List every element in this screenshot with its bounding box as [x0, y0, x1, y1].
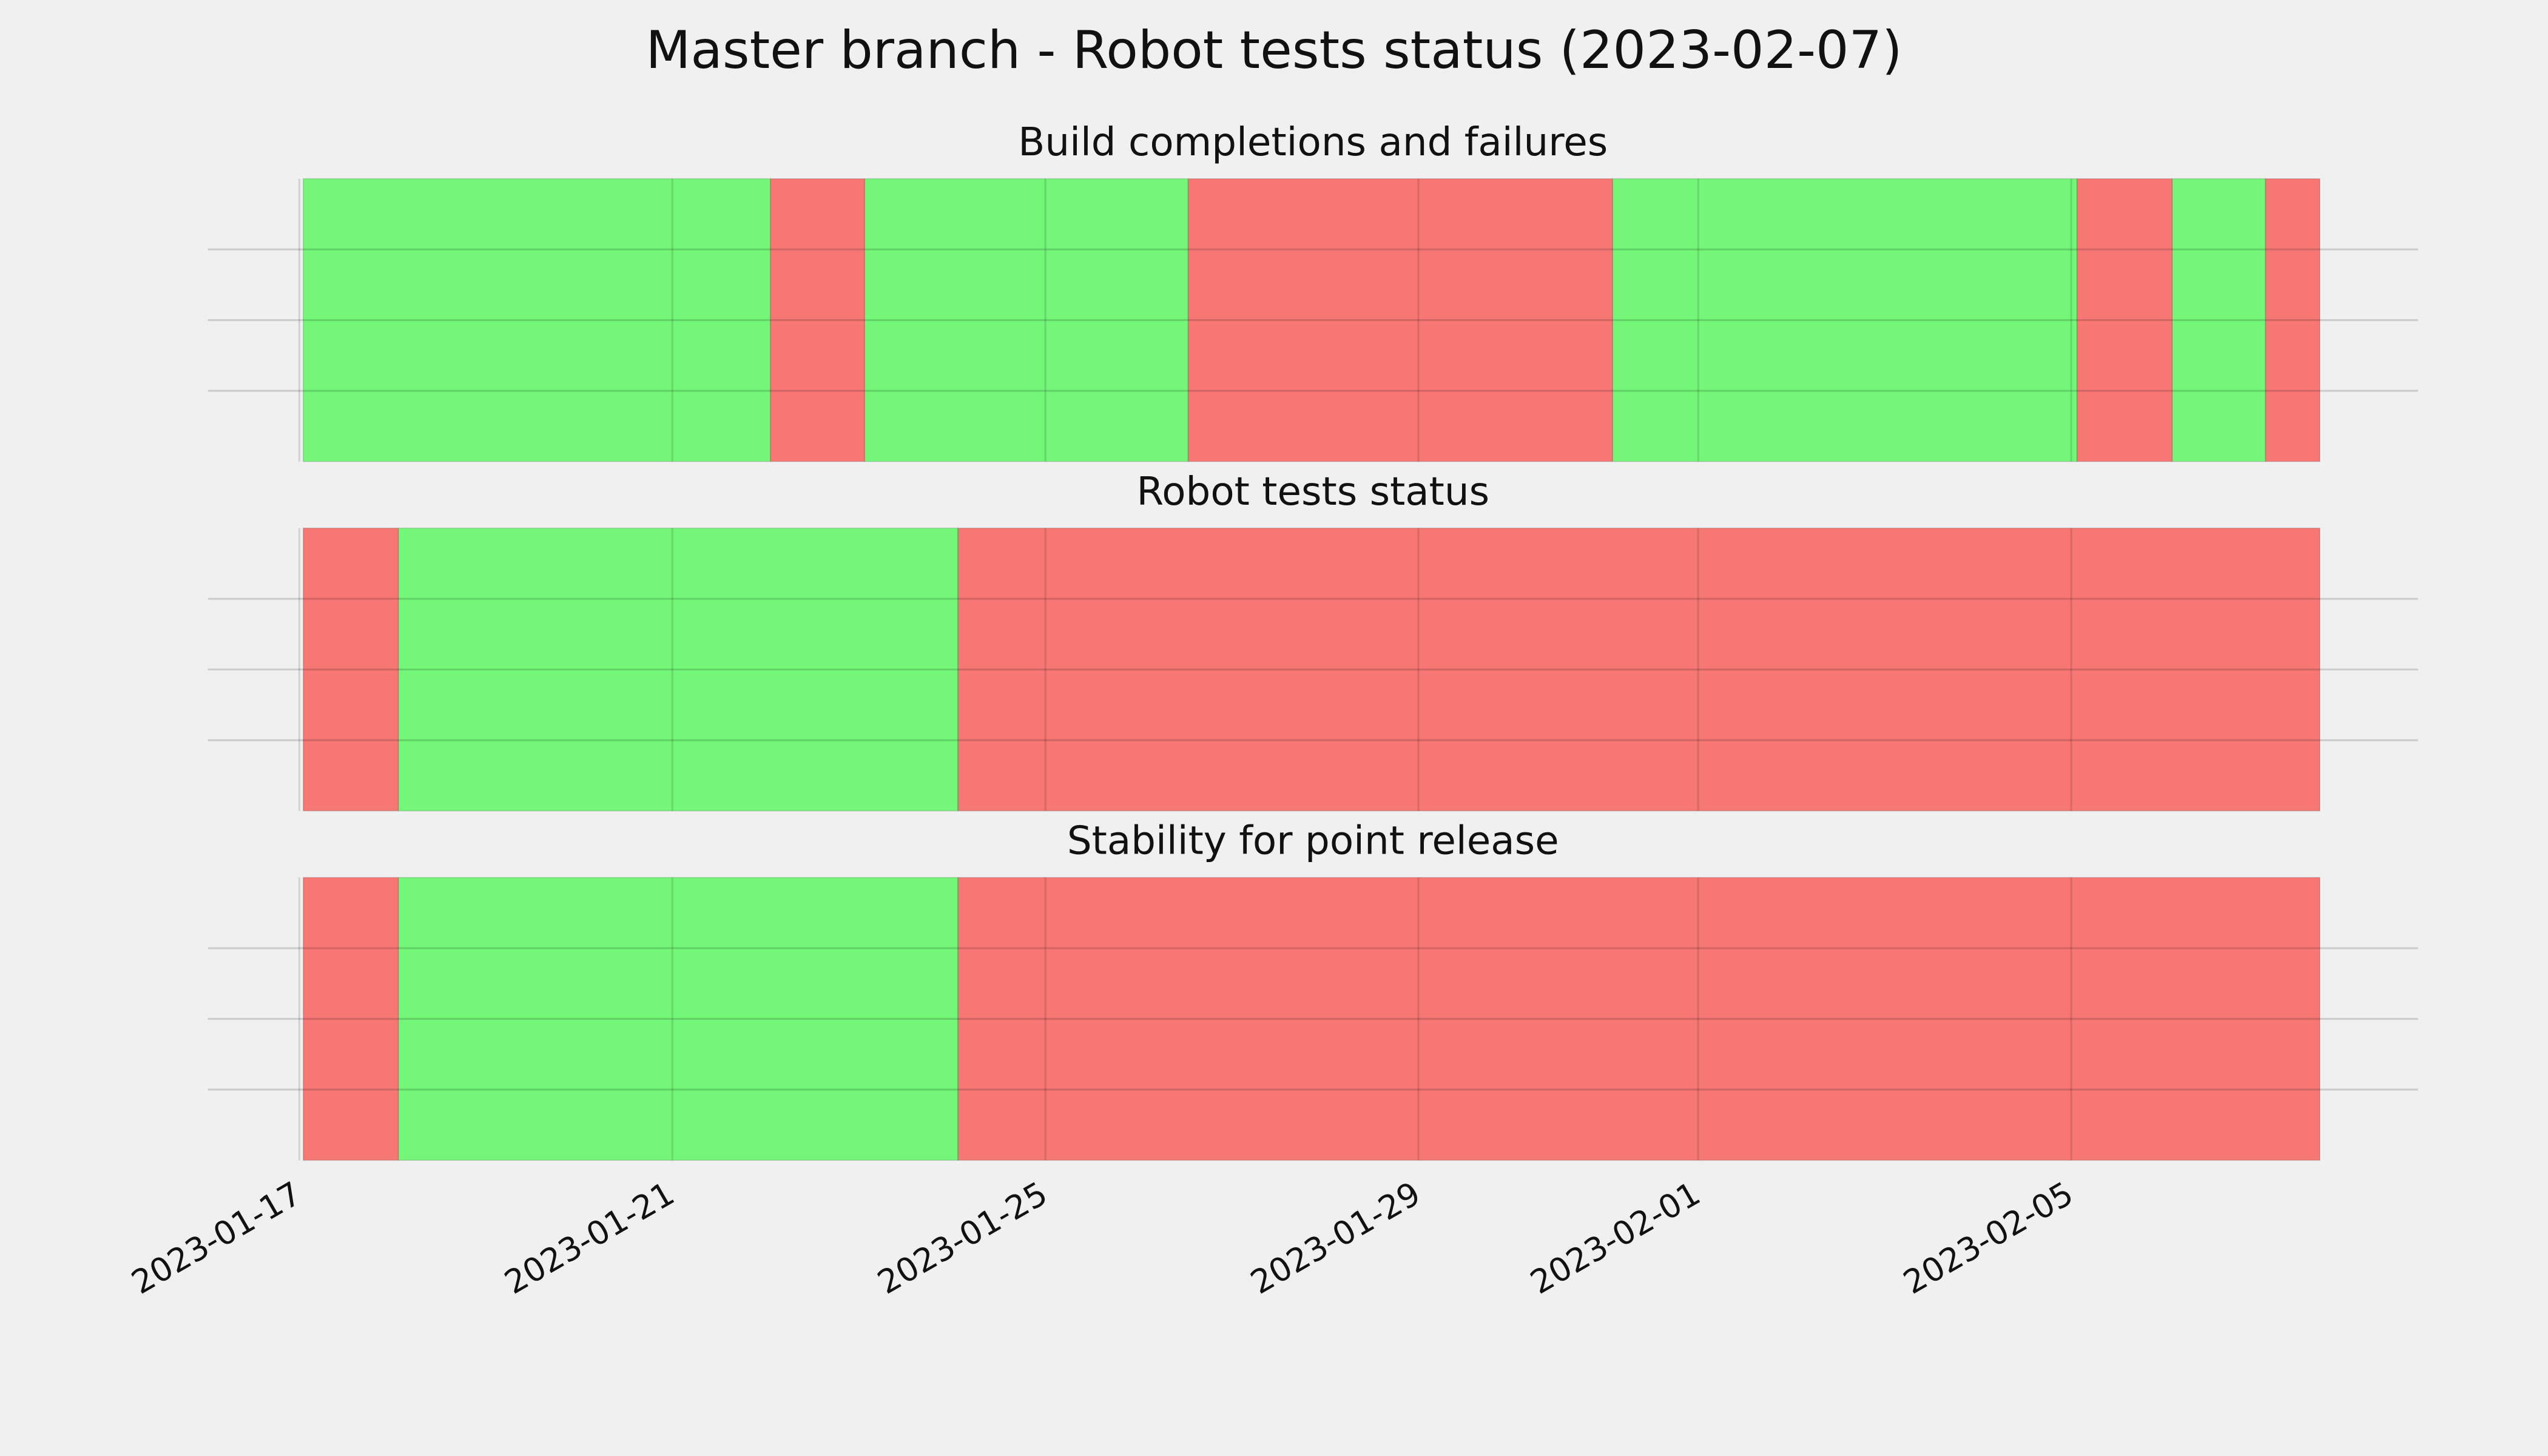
status-span — [1612, 178, 2078, 462]
status-span — [957, 877, 2320, 1161]
subplot-title: Robot tests status — [1136, 469, 1489, 514]
status-span — [770, 178, 866, 462]
subplot-title: Build completions and failures — [1018, 120, 1608, 165]
status-span — [2171, 178, 2267, 462]
status-span — [2265, 178, 2320, 462]
status-span — [864, 178, 1189, 462]
status-span — [1187, 178, 1614, 462]
status-span — [302, 877, 399, 1161]
figure-title: Master branch - Robot tests status (2023… — [645, 20, 1902, 81]
status-span — [302, 178, 771, 462]
status-span — [397, 877, 959, 1161]
subplot-title: Stability for point release — [1067, 818, 1559, 864]
status-span — [2076, 178, 2173, 462]
status-span — [397, 527, 959, 812]
status-span — [957, 527, 2320, 812]
status-span — [302, 527, 399, 812]
